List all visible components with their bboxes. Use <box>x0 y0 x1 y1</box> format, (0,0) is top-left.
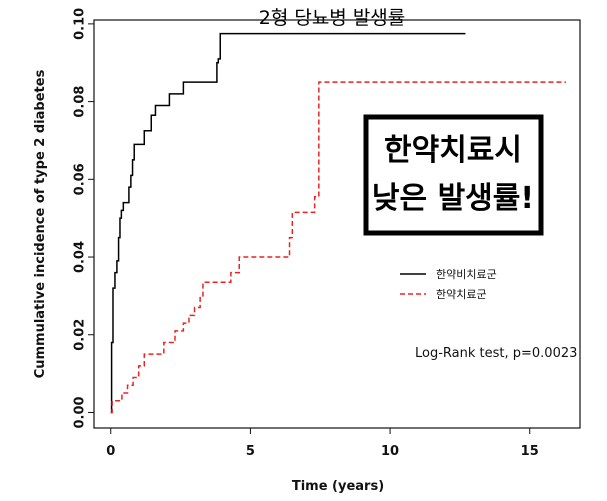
x-tick-label: 15 <box>521 444 539 459</box>
callout-line-1: 한약치료시 <box>384 133 522 168</box>
y-tick-label: 0.06 <box>73 163 88 195</box>
legend: 한약비치료군 한약치료군 <box>400 267 497 301</box>
y-tick-label: 0.00 <box>73 396 88 428</box>
chart-title: 2형 당뇨병 발생률 <box>259 7 406 29</box>
y-tick-label: 0.08 <box>73 86 88 118</box>
x-tick-label: 10 <box>381 444 399 459</box>
x-tick-label: 5 <box>246 444 255 459</box>
legend-label-untreated: 한약비치료군 <box>436 267 497 281</box>
y-tick-label: 0.10 <box>73 8 88 40</box>
legend-label-treated: 한약치료군 <box>436 287 487 301</box>
y-axis-title: Cummulative incidence of type 2 diabetes <box>33 69 48 378</box>
callout-line-2: 낮은 발생률! <box>372 181 534 216</box>
series-line-treated <box>110 81 567 414</box>
log-rank-annotation: Log-Rank test, p=0.0023 <box>415 346 577 361</box>
plot-frame <box>93 19 581 429</box>
y-tick-label: 0.02 <box>73 319 88 351</box>
y-axis: 0.00 0.02 0.04 0.06 0.08 0.10 <box>73 8 94 428</box>
series-layer <box>110 32 567 414</box>
callout-box: 한약치료시 낮은 발생률! <box>363 114 544 236</box>
callout-frame <box>363 114 544 236</box>
series-line-untreated <box>110 32 466 414</box>
y-tick-label: 0.04 <box>73 241 88 273</box>
x-axis: 0 5 10 15 <box>106 428 539 459</box>
x-tick-label: 0 <box>106 444 115 459</box>
x-axis-title: Time (years) <box>292 479 384 494</box>
